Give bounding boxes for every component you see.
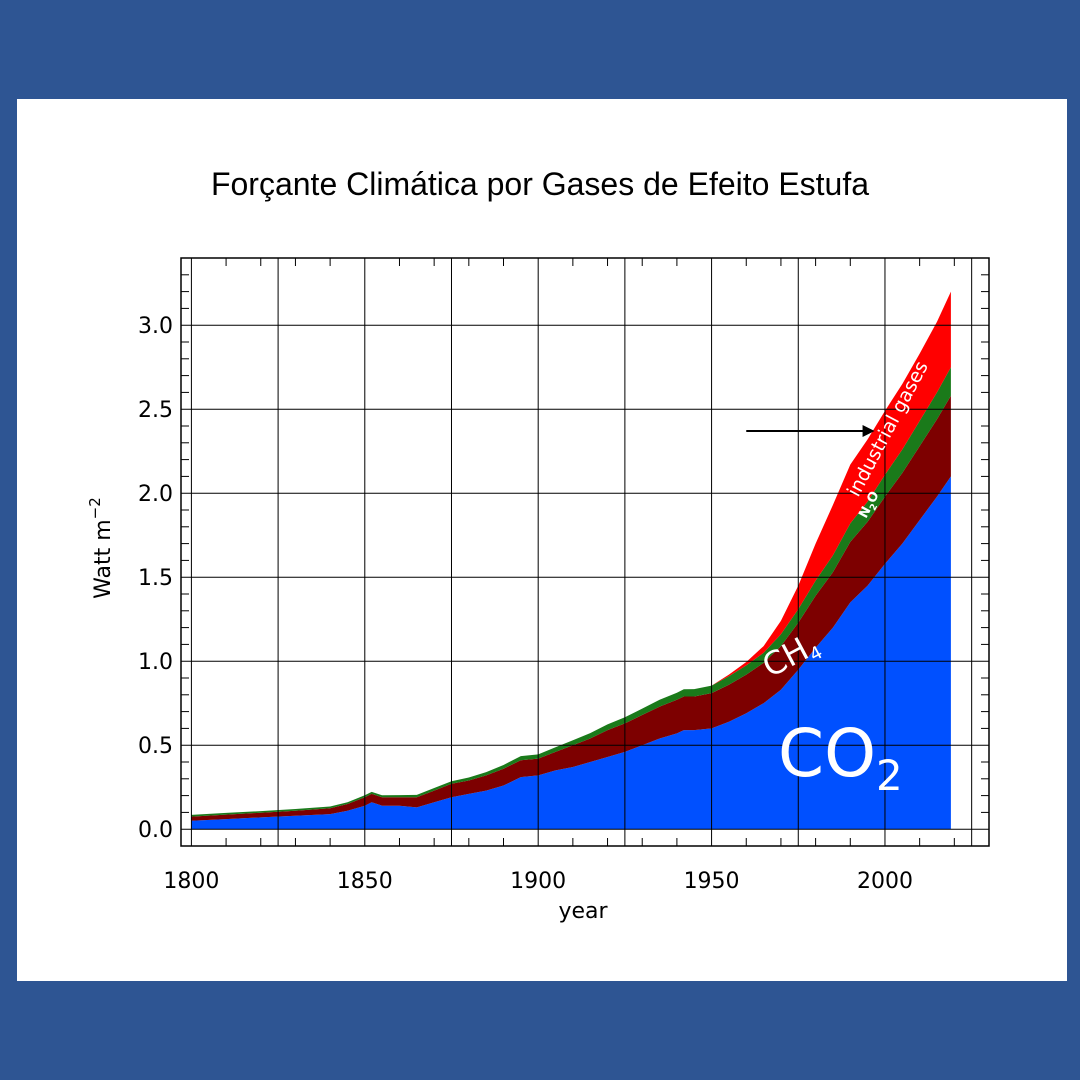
x-tick-label: 1950 bbox=[684, 869, 740, 894]
annotation-arrow-head bbox=[862, 425, 875, 438]
y-tick-label: 0.5 bbox=[138, 734, 173, 759]
x-tick-label: 2000 bbox=[857, 869, 913, 894]
x-tick-label: 1900 bbox=[510, 869, 566, 894]
plot-frame bbox=[180, 257, 990, 847]
y-tick-label: 3.0 bbox=[138, 314, 173, 339]
area-co2 bbox=[191, 476, 951, 830]
x-axis-label: year bbox=[558, 899, 608, 924]
x-tick-label: 1850 bbox=[337, 869, 393, 894]
y-axis-label: Watt m−2 bbox=[86, 497, 116, 599]
chart-title: Forçante Climática por Gases de Efeito E… bbox=[210, 166, 870, 202]
series-label-co2: CO2 bbox=[778, 715, 903, 800]
y-tick-label: 1.5 bbox=[138, 566, 173, 591]
x-tick-label: 1800 bbox=[163, 869, 219, 894]
y-tick-label: 2.5 bbox=[138, 398, 173, 423]
y-tick-label: 0.0 bbox=[138, 818, 173, 843]
y-tick-label: 2.0 bbox=[138, 482, 173, 507]
y-tick-label: 1.0 bbox=[138, 650, 173, 675]
